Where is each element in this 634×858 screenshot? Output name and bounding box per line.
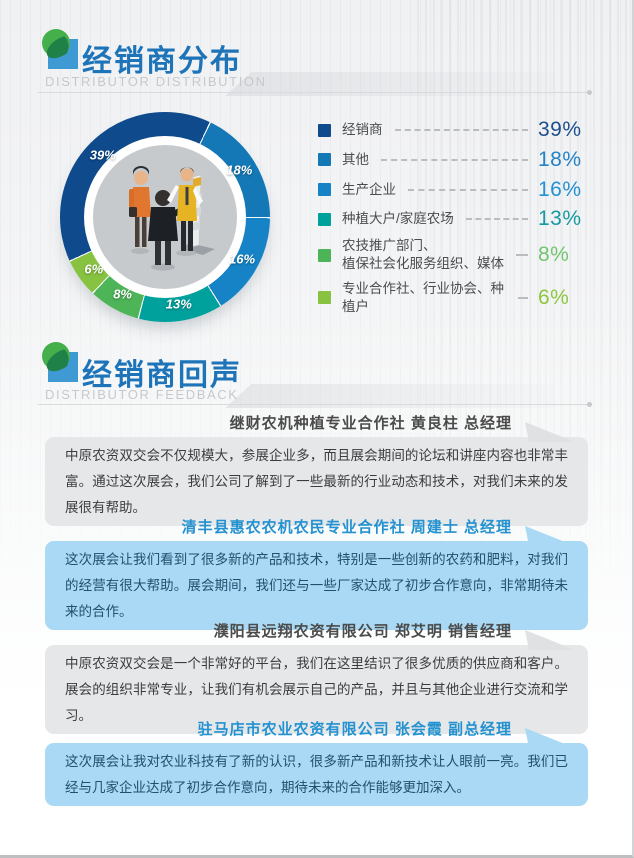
business-people-meeting-illustration-icon (129, 166, 215, 271)
testimonial-quote-bubble: 这次展会让我们看到了很多新的产品和技术，特别是一些创新的农药和肥料，对我们的经营… (45, 541, 588, 630)
legend-swatch (318, 248, 331, 262)
legend-swatch (318, 183, 331, 197)
testimonial: 继财农机种植专业合作社 黄良柱 总经理中原农资双交会不仅规模大，参展企业多，而且… (45, 413, 588, 526)
testimonial-attribution: 濮阳县远翔农资有限公司 郑艾明 销售经理 (213, 623, 512, 640)
legend-item: 其他 18% (318, 148, 608, 172)
legend-swatch (318, 291, 331, 305)
testimonial-attribution: 驻马店市农业农资有限公司 张会霞 副总经理 (197, 721, 512, 738)
legend-leader-dashes (394, 129, 528, 131)
testimonial-quote-bubble: 这次展会让我对农业科技有了新的认识，很多新产品和新技术让人眼前一亮。我们已经与几… (45, 743, 588, 806)
testimonial-quote-bubble: 中原农资双交会不仅规模大，参展企业多，而且展会期间的论坛和讲座内容也非常丰富。通… (45, 437, 588, 526)
donut-slice-label: 8% (113, 286, 132, 302)
legend: 经销商 39% 其他 18% 生产企业 16% 种植大户/家庭农场 13% 农技推广部门、 植保… (318, 118, 608, 316)
leaf-square-logo-icon (42, 342, 78, 382)
testimonial: 驻马店市农业农资有限公司 张会霞 副总经理这次展会让我对农业科技有了新的认识，很… (45, 719, 588, 806)
legend-label: 专业合作社、行业协会、种植户 (342, 280, 504, 314)
legend-value: 18% (538, 147, 582, 171)
legend-item: 经销商 39% (318, 118, 608, 142)
legend-swatch (318, 212, 331, 226)
legend-label: 经销商 (342, 121, 383, 137)
legend-label: 生产企业 (342, 181, 396, 197)
legend-leader-dashes (408, 188, 528, 191)
legend-swatch (318, 123, 331, 137)
legend-value: 6% (538, 285, 570, 309)
section2-title: 经销商回声 (82, 359, 242, 392)
donut-slice-label: 13% (165, 296, 192, 312)
legend-label: 农技推广部门、 植保社会化服务组织、媒体 (342, 238, 504, 272)
donut-slice-label: 16% (229, 251, 256, 267)
legend-leader-dashes (381, 158, 528, 161)
legend-value: 8% (538, 243, 570, 267)
legend-leader-dashes (465, 218, 528, 221)
legend-leader-dashes (518, 296, 528, 299)
distributor-donut-chart: 39% 18% 16% 13% 8% 6% (60, 112, 270, 322)
legend-label: 种植大户/家庭农场 (342, 211, 454, 227)
legend-value: 39% (538, 118, 582, 141)
section1-divider (38, 90, 592, 95)
donut-center (93, 145, 237, 289)
legend-item: 生产企业 16% (318, 178, 608, 202)
donut-slice-label: 6% (84, 261, 104, 277)
legend-value: 13% (538, 207, 582, 231)
legend-leader-dashes (516, 254, 528, 257)
testimonial-attribution: 继财农机种植专业合作社 黄良柱 总经理 (229, 415, 512, 432)
section2-subtitle: DISTRIBUTOR FEEDBACK (45, 387, 239, 402)
legend-value: 16% (538, 177, 582, 201)
testimonial: 濮阳县远翔农资有限公司 郑艾明 销售经理中原农资双交会是一个非常好的平台，我们在… (45, 621, 588, 734)
testimonial: 清丰县惠农农机农民专业合作社 周建士 总经理这次展会让我们看到了很多新的产品和技… (45, 517, 588, 630)
donut-slice-label: 18% (226, 162, 253, 178)
testimonial-quote-bubble: 中原农资双交会是一个非常好的平台，我们在这里结识了很多优质的供应商和客户。展会的… (45, 645, 588, 734)
legend-label: 其他 (342, 151, 369, 167)
legend-item: 农技推广部门、 植保社会化服务组织、媒体 8% (318, 237, 608, 273)
section1-subtitle: DISTRIBUTOR DISTRIBUTION (45, 74, 267, 89)
section2-divider (38, 402, 592, 407)
leaf-square-logo-icon (42, 29, 78, 69)
legend-swatch (318, 153, 331, 167)
section1-title: 经销商分布 (82, 45, 242, 78)
legend-item: 种植大户/家庭农场 13% (318, 207, 608, 231)
legend-item: 专业合作社、行业协会、种植户 6% (318, 280, 608, 316)
testimonial-attribution: 清丰县惠农农机农民专业合作社 周建士 总经理 (181, 519, 512, 536)
donut-slice-label: 39% (89, 147, 116, 163)
